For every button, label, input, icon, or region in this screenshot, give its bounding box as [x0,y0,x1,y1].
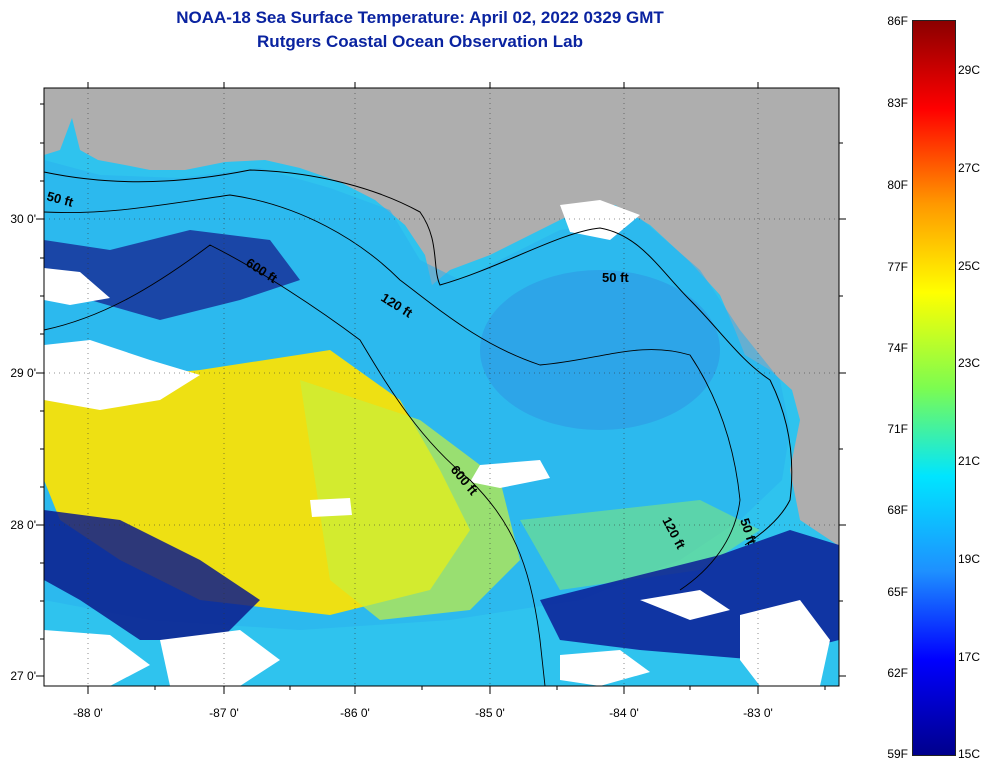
colorbar-label-f: 71F [887,422,908,436]
colorbar-label-f: 74F [887,341,908,355]
colorbar-label-f: 65F [887,585,908,599]
cool-patch [480,270,720,430]
cloud-patch [740,600,830,686]
lat-label: 27 0' [10,669,36,683]
colorbar-label-f: 86F [887,14,908,28]
lat-label: 29 0' [10,366,36,380]
lon-label: -85 0' [475,706,505,720]
lon-label: -88 0' [73,706,103,720]
cloud-patch [560,200,640,240]
map-border [43,87,840,687]
colorbar-label-c: 23C [958,356,981,370]
cloud-patch [470,460,550,488]
map-frame: 50 ft 600 ft 120 ft 50 ft 600 ft 120 ft … [36,82,846,694]
contour-120ft [43,194,741,591]
colorbar-label-c: 27C [958,161,981,175]
colorbar-label-f: 68F [887,503,908,517]
colorbar-label-f: 62F [887,666,908,680]
colorbar-label-c: 19C [958,552,981,566]
map-subtitle: Rutgers Coastal Ocean Observation Lab [257,32,583,51]
colorbar-label-c: 17C [958,650,981,664]
colorbar-label-c: 25C [958,259,981,273]
colorbar-label-f: 59F [887,747,908,761]
colorbar-label-c: 21C [958,454,981,468]
lat-label: 28 0' [10,518,36,532]
colorbar-label-f: 80F [887,178,908,192]
lat-label: 30 0' [10,212,36,226]
cloud-patch [44,630,150,686]
contour-label: 50 ft [602,270,629,285]
cloud-patch [44,268,110,305]
colorbar [912,20,956,756]
cold-patch-sw [44,510,260,640]
cloud-patch [310,498,352,517]
cloud-patch [44,340,200,410]
cloud-patch [560,650,650,686]
contour-label: 50 ft [45,188,75,210]
colorbar-label-f: 77F [887,260,908,274]
cloud-patch [160,630,280,686]
map-title: NOAA-18 Sea Surface Temperature: April 0… [176,8,664,27]
colorbar-label-c: 29C [958,63,981,77]
lon-label: -83 0' [743,706,773,720]
land-mass [44,88,839,546]
contour-50ft [43,169,793,546]
lon-label: -86 0' [340,706,370,720]
cloud-patch [640,590,730,620]
colorbar-label-f: 83F [887,96,908,110]
contour-600ft [43,244,546,687]
ticks [36,82,846,694]
lon-label: -87 0' [209,706,239,720]
lon-label: -84 0' [609,706,639,720]
colorbar-label-c: 15C [958,747,981,761]
warm-edge [300,380,520,620]
